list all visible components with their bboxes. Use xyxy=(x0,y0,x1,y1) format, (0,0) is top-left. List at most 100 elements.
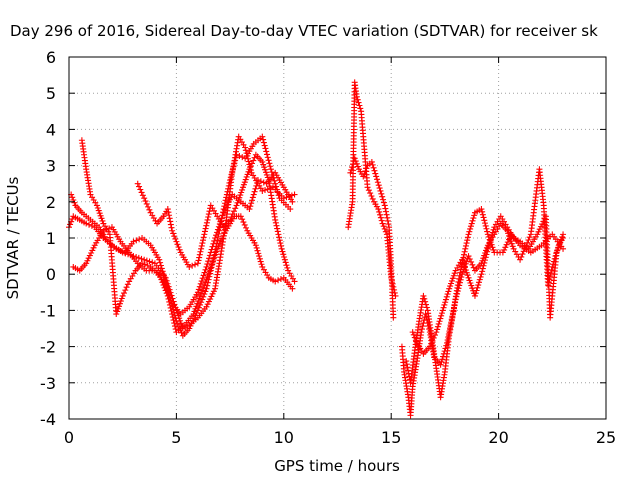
data-point xyxy=(260,161,267,168)
data-point xyxy=(353,93,360,100)
data-point xyxy=(469,217,476,224)
data-point xyxy=(412,337,419,344)
data-point xyxy=(555,244,562,251)
data-point xyxy=(272,278,279,285)
data-point xyxy=(199,240,206,247)
data-point xyxy=(120,290,127,297)
data-point xyxy=(457,276,464,283)
data-point xyxy=(233,202,240,209)
data-point xyxy=(209,259,216,266)
data-point xyxy=(479,268,486,275)
data-point xyxy=(209,243,216,250)
data-point xyxy=(207,296,214,303)
data-point xyxy=(227,216,234,223)
data-point xyxy=(472,290,479,297)
y-tick-label: 5 xyxy=(46,84,56,103)
data-point xyxy=(488,232,495,239)
data-point xyxy=(454,290,461,297)
data-point xyxy=(204,282,211,289)
data-point xyxy=(471,212,478,219)
data-point xyxy=(141,261,148,268)
data-point xyxy=(224,188,231,195)
data-point xyxy=(536,226,543,233)
data-point xyxy=(261,142,268,149)
data-point xyxy=(161,284,168,291)
data-point xyxy=(190,311,197,318)
data-point xyxy=(369,195,376,202)
data-point xyxy=(373,173,380,180)
data-point xyxy=(250,157,257,164)
data-point xyxy=(194,260,201,267)
data-point xyxy=(463,269,470,276)
data-point xyxy=(280,251,287,258)
data-point xyxy=(419,323,426,330)
data-point xyxy=(144,262,151,269)
data-point xyxy=(171,233,178,240)
data-point xyxy=(166,212,173,219)
data-point xyxy=(166,298,173,305)
data-point xyxy=(385,221,392,228)
data-point xyxy=(281,254,288,261)
data-point xyxy=(473,287,480,294)
data-point xyxy=(239,154,246,161)
data-point xyxy=(466,255,473,262)
data-point xyxy=(245,158,252,165)
data-point xyxy=(382,208,389,215)
data-point xyxy=(291,191,298,198)
data-point xyxy=(450,272,457,279)
data-point xyxy=(201,282,208,289)
axis-ticks xyxy=(68,56,607,420)
data-point xyxy=(377,211,384,218)
data-point xyxy=(369,161,376,168)
data-point xyxy=(163,290,170,297)
data-point xyxy=(278,245,285,252)
data-point xyxy=(186,263,193,270)
data-point xyxy=(157,273,164,280)
data-point xyxy=(361,170,368,177)
data-point xyxy=(272,219,279,226)
data-point xyxy=(203,263,210,270)
data-point xyxy=(460,259,467,266)
data-point xyxy=(164,292,171,299)
data-point xyxy=(146,206,153,213)
data-point xyxy=(353,160,360,167)
data-point xyxy=(501,246,508,253)
data-point xyxy=(446,285,453,292)
data-point xyxy=(118,248,125,255)
data-point xyxy=(434,326,441,333)
data-point xyxy=(200,284,207,291)
data-point xyxy=(139,192,146,199)
data-point xyxy=(502,244,509,251)
data-point xyxy=(534,231,541,238)
data-point xyxy=(242,176,249,183)
data-point xyxy=(368,193,375,200)
data-point xyxy=(227,174,234,181)
data-point xyxy=(130,238,137,245)
y-tick-label: -1 xyxy=(40,301,56,320)
y-tick-label: -4 xyxy=(40,410,56,429)
data-point xyxy=(383,211,390,218)
data-point xyxy=(463,240,470,247)
data-point xyxy=(347,169,354,176)
data-point xyxy=(198,290,205,297)
data-point xyxy=(467,279,474,286)
data-point xyxy=(239,184,246,191)
data-point xyxy=(411,334,418,341)
data-point xyxy=(483,225,490,232)
y-tick-label: 2 xyxy=(46,193,56,212)
data-point xyxy=(229,211,236,218)
data-point xyxy=(167,221,174,228)
data-point xyxy=(257,258,264,265)
data-point xyxy=(85,255,92,262)
data-point xyxy=(460,261,467,268)
data-point xyxy=(451,270,458,277)
data-point xyxy=(436,318,443,325)
data-point xyxy=(142,198,149,205)
data-point xyxy=(145,203,152,210)
data-point xyxy=(484,245,491,252)
data-point xyxy=(559,233,566,240)
data-point xyxy=(138,189,145,196)
data-point xyxy=(136,236,143,243)
data-point xyxy=(252,185,259,192)
data-point xyxy=(354,163,361,170)
